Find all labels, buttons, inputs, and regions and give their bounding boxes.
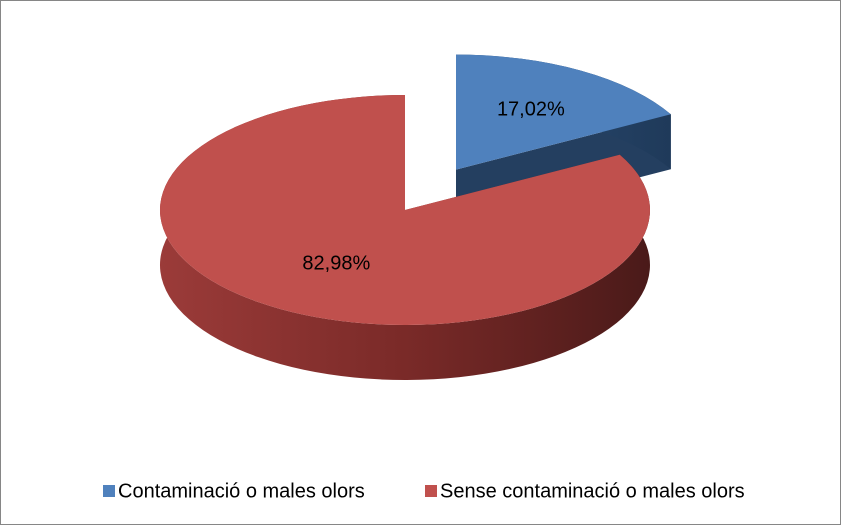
legend-swatch <box>103 485 115 497</box>
data-label: 82,98% <box>302 253 370 275</box>
slice <box>159 95 650 325</box>
legend-label: Contaminació o males olors <box>118 480 365 502</box>
legend-swatch <box>425 485 437 497</box>
slice <box>456 54 671 170</box>
data-label: 17,02% <box>497 99 565 121</box>
legend-label: Sense contaminació o males olors <box>440 480 745 502</box>
